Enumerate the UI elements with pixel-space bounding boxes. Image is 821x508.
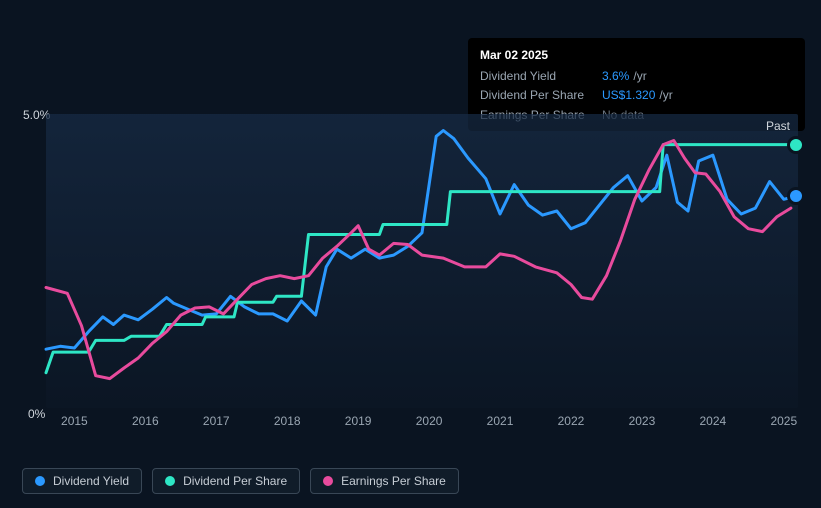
tooltip-label: Dividend Yield — [480, 67, 598, 86]
tooltip-row-yield: Dividend Yield 3.6% /yr — [480, 67, 793, 86]
x-axis-tick: 2023 — [629, 414, 656, 428]
x-axis-tick: 2018 — [274, 414, 301, 428]
legend-dot-icon — [323, 476, 333, 486]
x-axis-tick: 2021 — [487, 414, 514, 428]
x-axis-tick: 2017 — [203, 414, 230, 428]
legend-item-earnings_per_share[interactable]: Earnings Per Share — [310, 468, 459, 494]
legend-dot-icon — [35, 476, 45, 486]
tooltip-row-dps: Dividend Per Share US$1.320 /yr — [480, 86, 793, 105]
legend-label: Dividend Per Share — [183, 474, 287, 488]
x-axis: 2015 2016 2017 2018 2019 2020 2021 2022 2023 2024… — [46, 414, 798, 434]
legend-item-dividend_per_share[interactable]: Dividend Per Share — [152, 468, 300, 494]
tooltip-label: Dividend Per Share — [480, 86, 598, 105]
tooltip-suffix: /yr — [659, 86, 672, 105]
chart-lines-svg — [46, 114, 798, 408]
x-axis-tick: 2022 — [558, 414, 585, 428]
x-axis-tick: 2019 — [345, 414, 372, 428]
series-end-marker-dividend_yield — [787, 187, 805, 205]
x-axis-tick: 2024 — [700, 414, 727, 428]
series-line-dividend_yield — [46, 131, 796, 350]
tooltip-suffix: /yr — [633, 67, 646, 86]
chart-legend: Dividend Yield Dividend Per Share Earnings… — [22, 468, 459, 494]
x-axis-tick: 2020 — [416, 414, 443, 428]
chart-plot-area[interactable]: Past — [46, 114, 798, 408]
legend-dot-icon — [165, 476, 175, 486]
series-end-marker-dividend_per_share — [787, 136, 805, 154]
legend-item-dividend_yield[interactable]: Dividend Yield — [22, 468, 142, 494]
x-axis-tick: 2015 — [61, 414, 88, 428]
tooltip-value: 3.6% — [602, 67, 629, 86]
legend-label: Dividend Yield — [53, 474, 129, 488]
x-axis-tick: 2025 — [770, 414, 797, 428]
tooltip-date: Mar 02 2025 — [480, 46, 793, 65]
series-line-earnings_per_share — [46, 141, 791, 379]
tooltip-value: US$1.320 — [602, 86, 655, 105]
x-axis-tick: 2016 — [132, 414, 159, 428]
y-axis-tick-min: 0% — [28, 407, 45, 421]
legend-label: Earnings Per Share — [341, 474, 446, 488]
